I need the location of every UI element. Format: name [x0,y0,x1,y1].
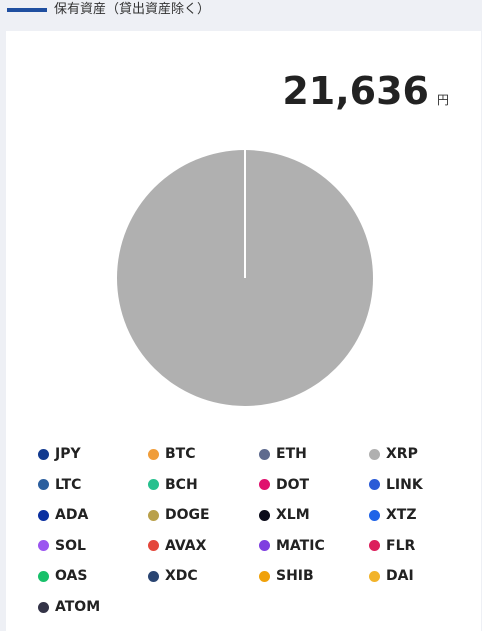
legend-color-dot [148,448,159,460]
legend-item-eth[interactable]: ETH [259,444,307,464]
legend-item-sol[interactable]: SOL [38,536,86,556]
legend-item-flr[interactable]: FLR [369,536,415,556]
legend-color-dot [259,509,270,521]
legend-color-dot [369,509,380,521]
legend-label: SOL [55,537,86,554]
legend-item-dai[interactable]: DAI [369,566,414,586]
section-title: 保有資産（貸出資産除く） [54,2,211,17]
section-header: 保有資産（貸出資産除く） [0,0,482,24]
legend-color-dot [148,509,159,521]
legend-label: SHIB [276,568,314,585]
legend-color-dot [38,570,49,582]
legend-label: XLM [276,507,310,524]
legend-color-dot [38,540,49,552]
legend-label: BTC [165,446,196,462]
legend-label: AVAX [165,537,207,554]
total-assets-unit: 円 [436,93,449,107]
legend-color-dot [259,448,270,460]
legend-color-dot [148,570,159,582]
legend-color-dot [369,540,380,552]
legend-color-dot [38,448,49,460]
total-assets-value: 21,636 [282,69,429,113]
legend-item-atom[interactable]: ATOM [38,597,100,617]
legend-label: ETH [276,446,307,462]
legend-color-dot [259,479,270,491]
total-assets: 21,636 円 [282,69,449,113]
section-accent-bar [7,8,47,12]
legend-item-ltc[interactable]: LTC [38,475,81,495]
legend-item-xdc[interactable]: XDC [148,566,198,586]
legend-label: LINK [386,476,423,493]
legend-item-ada[interactable]: ADA [38,505,88,525]
legend-item-btc[interactable]: BTC [148,444,196,464]
legend-color-dot [369,479,380,491]
legend-label: DOGE [165,507,210,524]
legend-label: XDC [165,568,198,585]
legend-label: LTC [55,476,82,493]
legend-item-xrp[interactable]: XRP [369,444,418,464]
legend-label: XTZ [386,507,417,524]
legend-item-avax[interactable]: AVAX [148,536,206,556]
legend-label: ATOM [55,599,101,615]
legend-color-dot [259,570,270,582]
legend-item-doge[interactable]: DOGE [148,505,210,525]
legend-item-xlm[interactable]: XLM [259,505,310,525]
legend-color-dot [38,479,49,491]
legend-color-dot [38,601,49,613]
legend-item-shib[interactable]: SHIB [259,566,314,586]
legend-item-jpy[interactable]: JPY [38,444,81,464]
legend-item-bch[interactable]: BCH [148,475,198,495]
legend-label: FLR [386,537,416,554]
legend-label: XRP [386,446,418,462]
legend-color-dot [38,509,49,521]
legend-item-dot[interactable]: DOT [259,475,309,495]
legend-label: DAI [386,568,414,585]
legend-label: MATIC [276,537,325,554]
legend-color-dot [259,540,270,552]
legend-color-dot [369,448,380,460]
legend-label: JPY [55,446,81,462]
legend-color-dot [148,540,159,552]
legend-item-matic[interactable]: MATIC [259,536,325,556]
legend-item-link[interactable]: LINK [369,475,423,495]
legend-color-dot [369,570,380,582]
assets-card: 21,636 円 JPY BTC ETH XRP LTC BCH DOT LINK ADA DOG… [6,31,481,631]
legend-label: ADA [55,507,89,524]
legend-item-oas[interactable]: OAS [38,566,87,586]
asset-pie-chart [117,150,373,406]
legend-item-xtz[interactable]: XTZ [369,505,417,525]
legend-label: DOT [276,476,310,493]
legend-label: OAS [55,568,88,585]
legend-color-dot [148,479,159,491]
legend-label: BCH [165,476,198,493]
